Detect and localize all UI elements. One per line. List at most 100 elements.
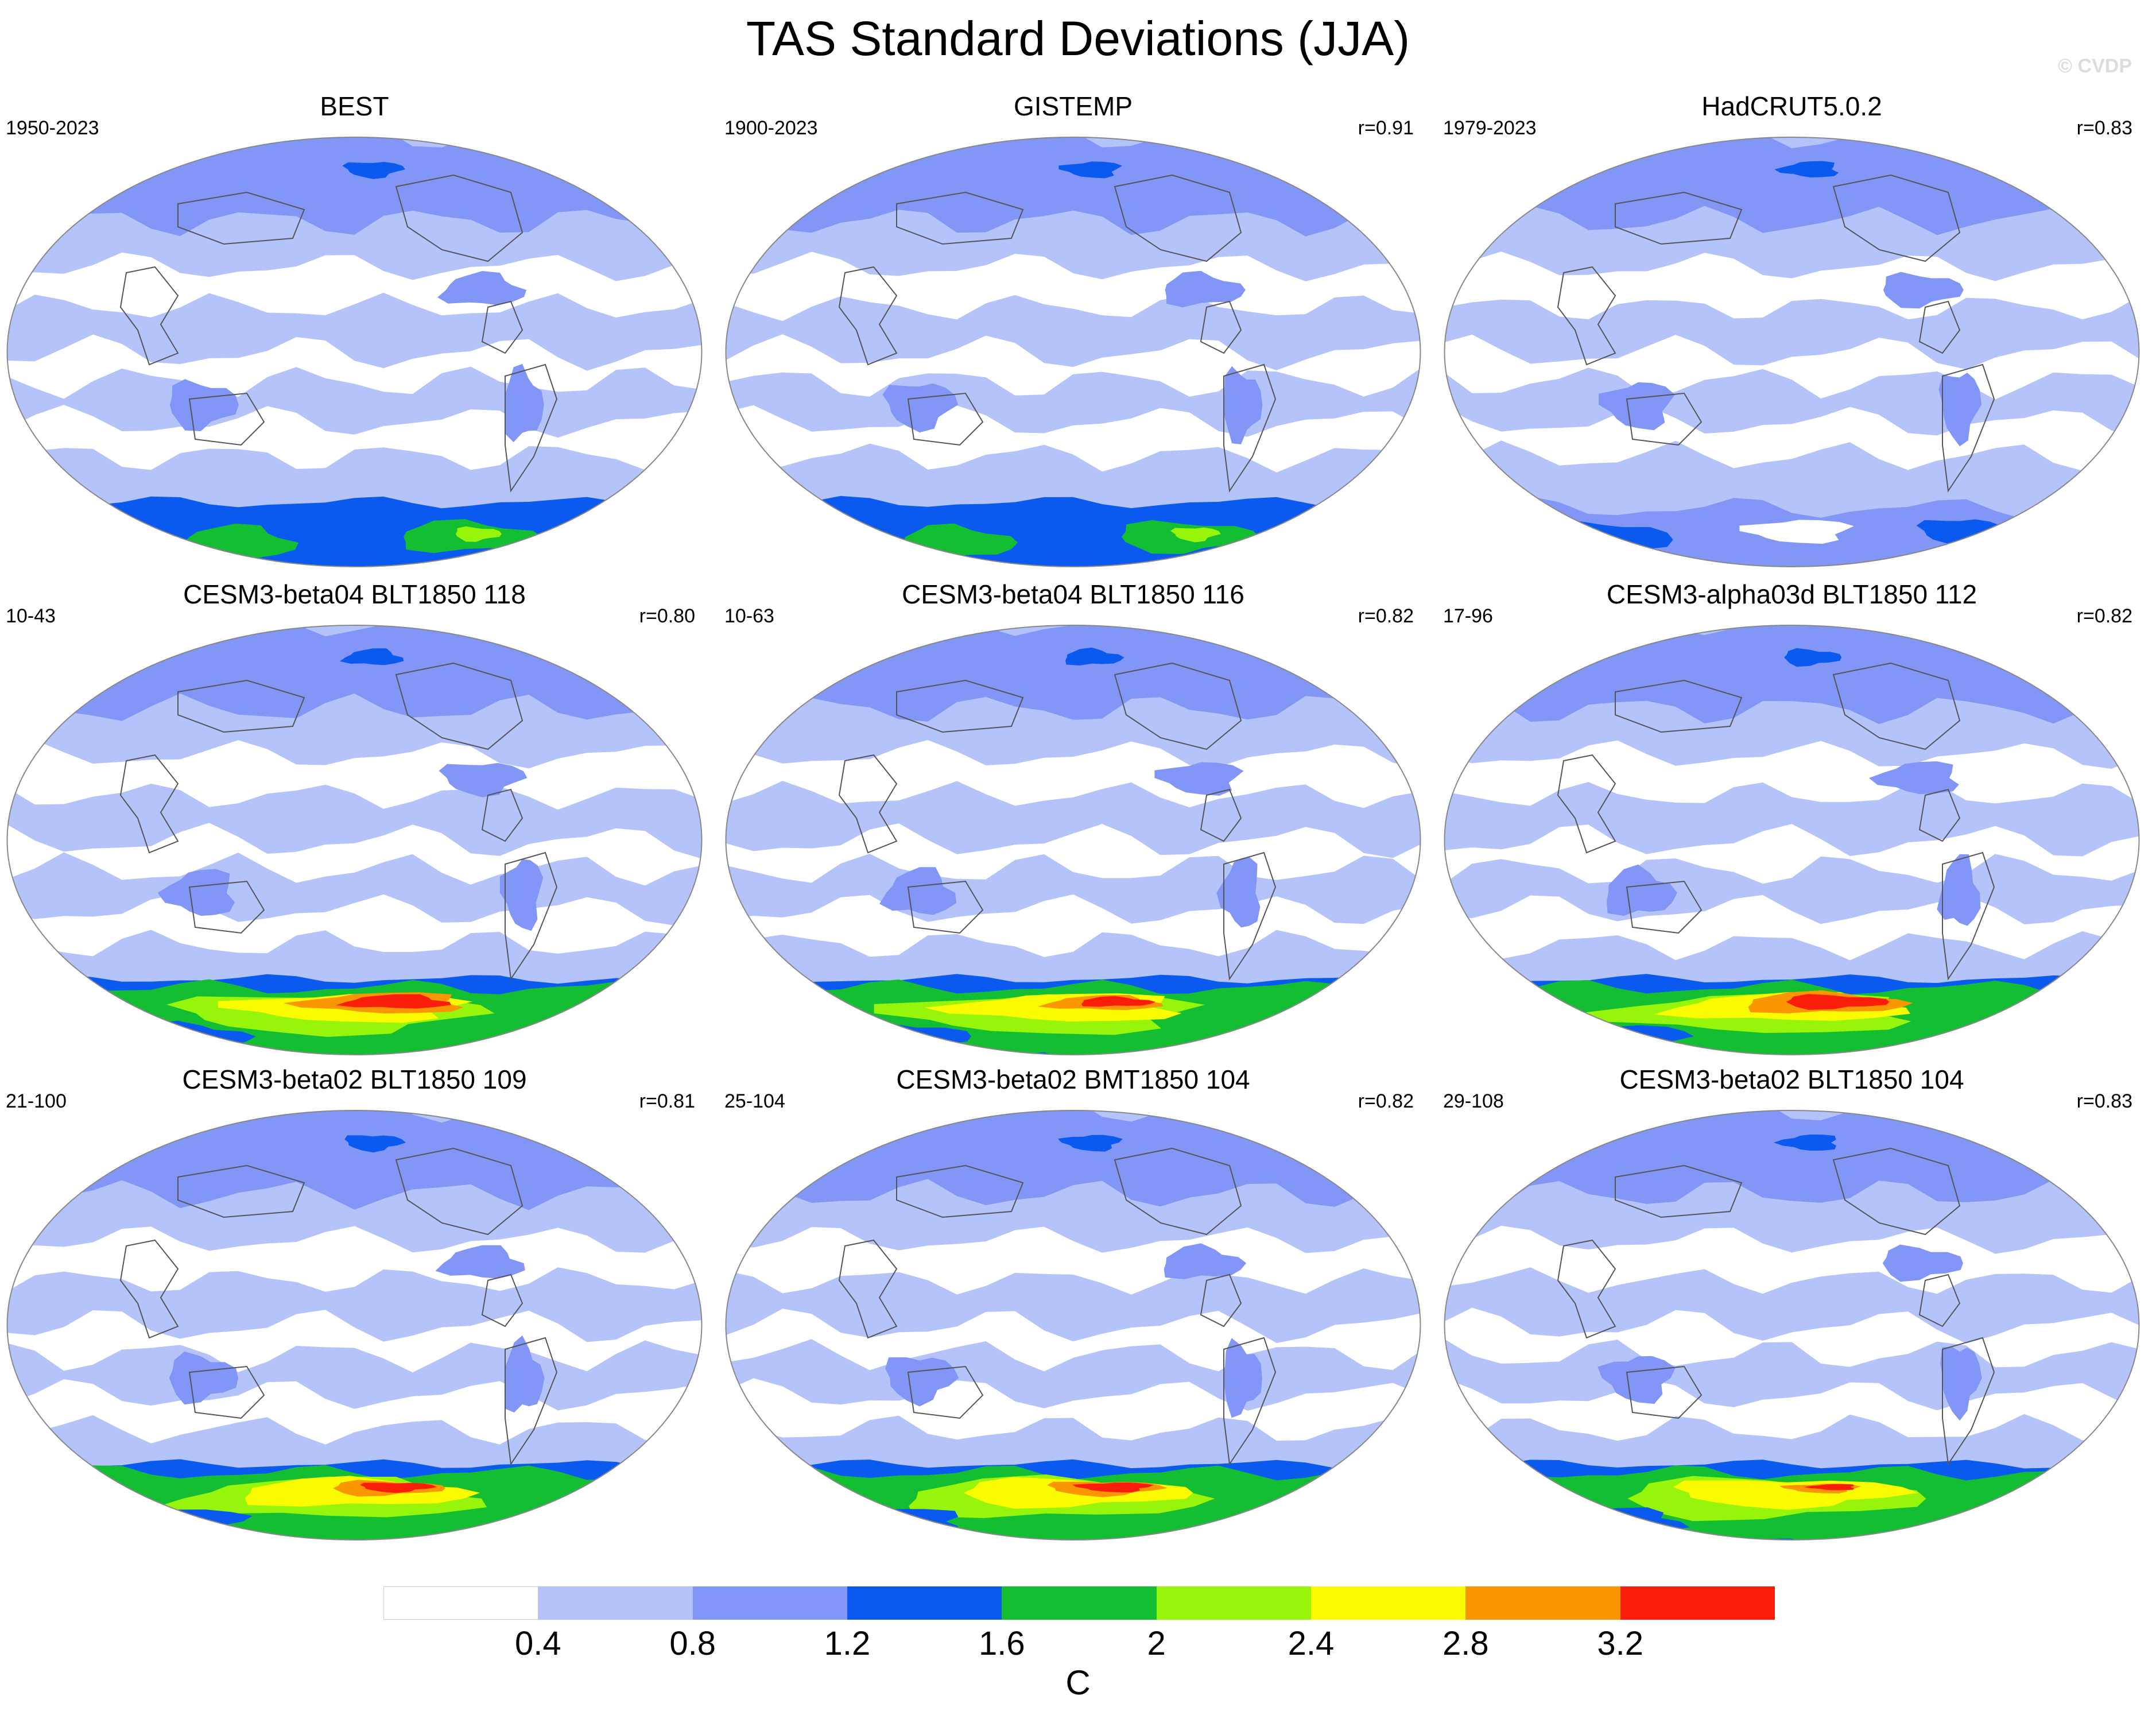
- contour-fill-0.8-1.2: [505, 363, 544, 443]
- contour-fill-above-3.2: [336, 994, 452, 1009]
- contour-fill-0.8-1.2: [1606, 864, 1677, 916]
- contour-fill-1.2-1.6: [7, 496, 702, 567]
- coastline: [1615, 1164, 1743, 1218]
- contour-fill-below-0.4: [726, 334, 1421, 397]
- colorbar-swatch: [1620, 1586, 1775, 1620]
- panel-correlation: r=0.83: [2076, 1090, 2132, 1112]
- map-panel: CESM3-alpha03d BLT1850 112 17-96 r=0.82: [1443, 577, 2141, 1055]
- contour-fill-1.2-1.6: [96, 1509, 253, 1536]
- coastline: [896, 191, 1024, 245]
- contour-fill-0.8-1.2: [439, 762, 528, 798]
- contour-fill-0.8-1.2: [1216, 857, 1261, 928]
- map-boundary: [6, 625, 703, 1055]
- coastline: [119, 754, 179, 854]
- coastline: [1557, 754, 1616, 854]
- contour-fill-above-3.2: [360, 1482, 437, 1493]
- coastline: [1615, 679, 1743, 733]
- colorbar-tick-label: 3.2: [1597, 1625, 1643, 1662]
- colorbar-swatch: [1465, 1586, 1621, 1620]
- contour-fill-below-0.4: [1444, 251, 2139, 320]
- coastline: [1114, 174, 1242, 262]
- contour-fill-1.2-1.6: [342, 162, 406, 179]
- contour-fill-1.2-1.6: [808, 1509, 959, 1534]
- contour-fill-0.8-1.2: [1223, 1338, 1262, 1418]
- panel-title: BEST: [320, 91, 389, 121]
- colorbar-swatch: [1002, 1586, 1157, 1620]
- contour-fill-0.8-1.2: [1883, 272, 1964, 309]
- robinson-map: [1444, 137, 2140, 567]
- map-boundary: [1444, 625, 2140, 1055]
- colorbar-tick-label: 2: [1147, 1625, 1166, 1662]
- panel-title: CESM3-alpha03d BLT1850 112: [1606, 579, 1977, 609]
- coastline: [188, 392, 265, 446]
- contour-fill-0.8-1.2: [169, 1351, 238, 1405]
- contour-fill-below-0.4: [726, 740, 1421, 808]
- contour-fill-below-0.4: [726, 405, 1421, 473]
- panel-year-range: 1979-2023: [1443, 117, 1537, 139]
- coastline: [1223, 851, 1277, 981]
- contour-fill-1.2-1.6: [726, 496, 1421, 567]
- panel-title: CESM3-beta04 BLT1850 116: [902, 579, 1244, 609]
- watermark: © CVDP: [2058, 55, 2132, 77]
- panel-correlation: r=0.82: [1358, 605, 1414, 627]
- contour-fill-below-0.4: [7, 740, 702, 810]
- colorbar-swatch: [692, 1586, 848, 1620]
- robinson-map: [725, 137, 1421, 567]
- robinson-map: [6, 1110, 703, 1540]
- figure-title: TAS Standard Deviations (JJA): [746, 11, 1410, 65]
- coastline: [1832, 662, 1961, 750]
- map-panel: CESM3-beta02 BMT1850 104 25-104 r=0.82: [724, 1062, 1422, 1540]
- coastline: [505, 363, 558, 493]
- contour-field: [1444, 625, 2139, 1055]
- contour-fill-1.2-1.6: [1916, 519, 2005, 547]
- contour-fill-below-0.4: [726, 1378, 1421, 1441]
- coastline: [1223, 363, 1277, 493]
- map-boundary: [6, 1110, 703, 1540]
- panel-year-range: 29-108: [1443, 1090, 1504, 1112]
- contour-fill-0.8-1.2: [1223, 366, 1263, 444]
- coastline: [119, 266, 179, 366]
- panel-year-range: 17-96: [1443, 605, 1493, 627]
- contour-fill-0.8-1.2: [1937, 854, 1981, 926]
- coastline: [1114, 662, 1242, 750]
- contour-field: [1444, 1110, 2139, 1540]
- coastline: [188, 1365, 265, 1419]
- colorbar-tick-label: 0.8: [669, 1625, 716, 1662]
- panel-year-range: 25-104: [724, 1090, 785, 1112]
- colorbar-swatch: [383, 1586, 538, 1620]
- panel-correlation: r=0.82: [1358, 1090, 1414, 1112]
- coastline: [1832, 174, 1961, 262]
- panel-title: CESM3-beta04 BLT1850 118: [183, 579, 526, 609]
- coastline: [1200, 1273, 1242, 1327]
- panel-title: CESM3-beta02 BLT1850 104: [1619, 1064, 1964, 1094]
- coastline: [1557, 266, 1616, 366]
- coastline: [395, 1147, 524, 1236]
- contour-fill-below-0.4: [726, 251, 1421, 322]
- panel-correlation: r=0.83: [2076, 117, 2132, 139]
- colorbar-swatch: [1311, 1586, 1466, 1620]
- colorbar-tick-label: 2.4: [1288, 1625, 1335, 1662]
- map-panel: CESM3-beta04 BLT1850 118 10-43 r=0.80: [6, 577, 703, 1055]
- coastline: [119, 1239, 179, 1339]
- contour-fill-above-3.2: [1081, 996, 1156, 1007]
- contour-fill-1.2-1.6: [1065, 647, 1124, 665]
- contour-fill-below-0.4: [7, 405, 702, 470]
- coastline: [395, 174, 524, 262]
- contour-fill-1.2-1.6: [1774, 161, 1839, 177]
- colorbar: [383, 1586, 1775, 1620]
- map-panel: BEST 1950-2023: [6, 89, 703, 567]
- coastline: [1832, 1147, 1961, 1236]
- contour-fill-above-3.2: [1072, 1482, 1154, 1493]
- coastline: [1114, 1147, 1242, 1236]
- coastline: [1942, 363, 1995, 493]
- map-boundary: [1444, 1110, 2140, 1540]
- colorbar-tick-label: 1.6: [979, 1625, 1025, 1662]
- map-panel: CESM3-beta04 BLT1850 116 10-63 r=0.82: [724, 577, 1422, 1055]
- panel-year-range: 10-63: [724, 605, 774, 627]
- robinson-map: [725, 1110, 1421, 1540]
- coastline: [188, 880, 265, 934]
- coastline: [1200, 788, 1242, 842]
- coastline: [1942, 1337, 1995, 1466]
- coastline: [1626, 880, 1703, 934]
- colorbar-tick-label: 0.4: [515, 1625, 561, 1662]
